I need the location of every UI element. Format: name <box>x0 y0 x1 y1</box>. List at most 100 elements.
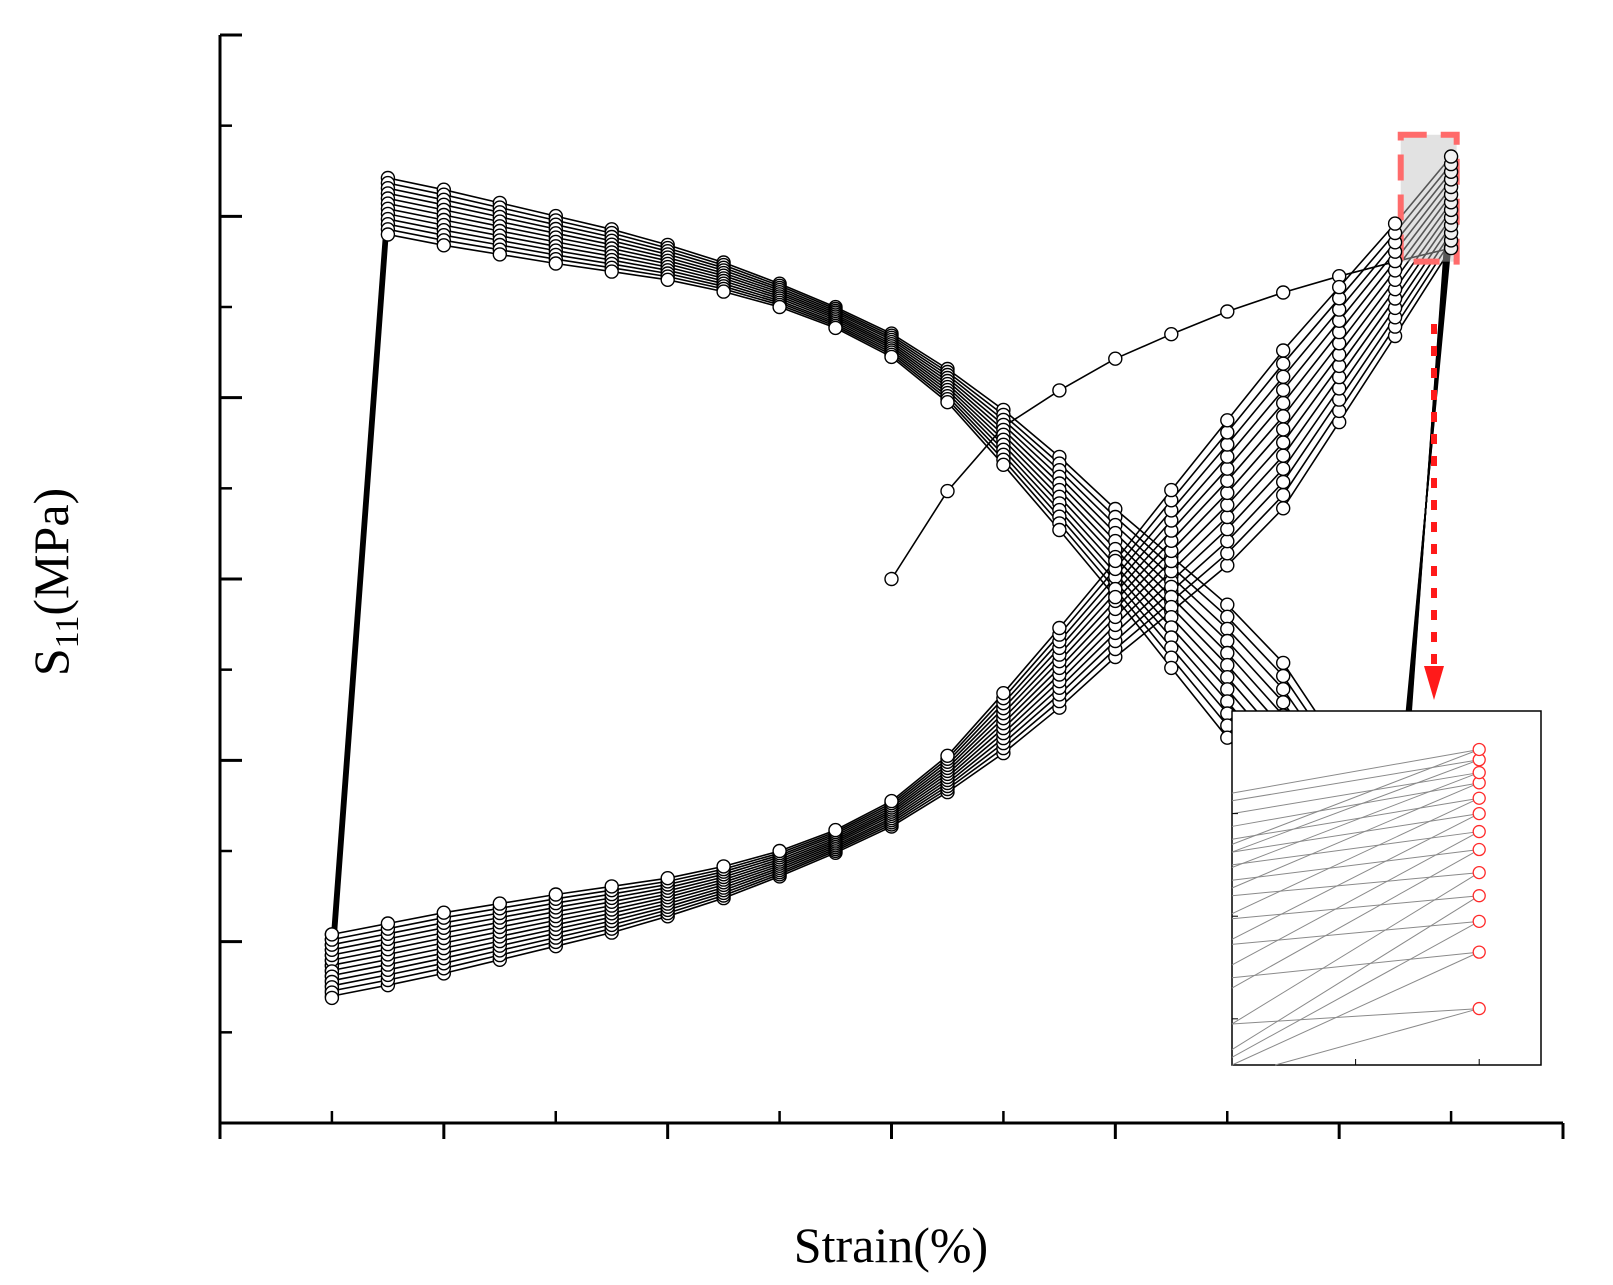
data-point-marker <box>1275 474 1291 490</box>
inset-peak-marker <box>1472 1001 1486 1016</box>
data-point-marker <box>1275 422 1291 437</box>
data-point-marker <box>828 822 843 838</box>
data-point-marker <box>1331 279 1347 295</box>
data-point-marker <box>1220 694 1235 709</box>
inset-y-ticks <box>1232 710 1238 1020</box>
data-point-marker <box>604 879 619 894</box>
data-point-marker <box>1275 395 1291 411</box>
inset-descending-line <box>1231 831 1480 866</box>
data-point-marker <box>772 843 787 859</box>
data-point-marker <box>1220 425 1235 440</box>
inset-peak-marker <box>1472 791 1486 805</box>
inset-peak-marker <box>1472 865 1486 880</box>
data-point-marker <box>492 247 507 262</box>
data-point-marker <box>380 916 396 931</box>
data-point-marker <box>1220 449 1235 464</box>
data-point-marker <box>884 793 899 809</box>
zoom-arrow-head <box>1424 666 1444 700</box>
inset-descending-line <box>1231 813 1480 853</box>
inset-ascending-line <box>1231 772 1480 868</box>
data-point-marker <box>1275 668 1291 684</box>
inset-descending-line <box>1231 782 1480 827</box>
data-point-marker <box>1052 522 1067 538</box>
data-point-marker <box>1387 216 1403 231</box>
data-point-marker <box>1275 382 1291 398</box>
data-point-marker <box>1220 497 1235 513</box>
data-point-marker <box>324 927 340 942</box>
data-point-marker <box>1220 657 1235 673</box>
inset-descending-line <box>1231 872 1480 897</box>
data-point-marker <box>828 320 843 336</box>
y-axis-title-base: S <box>23 648 79 676</box>
y-ticks <box>220 33 242 1125</box>
data-point-marker <box>1164 660 1179 676</box>
data-point-marker <box>1220 546 1235 561</box>
data-point-marker <box>1052 620 1067 636</box>
inset-descending-line <box>1231 849 1480 881</box>
data-point-marker <box>1275 285 1291 300</box>
inset-descending-line <box>1231 951 1480 979</box>
data-point-marker <box>884 571 899 587</box>
data-point-marker <box>660 871 675 886</box>
inset-ascending-line <box>1231 759 1480 853</box>
data-point-marker <box>1108 589 1123 605</box>
inset-descending-line <box>1231 797 1480 840</box>
inset-descending-line <box>1231 748 1480 794</box>
data-point-marker <box>1275 655 1291 671</box>
inset-descending-line <box>1231 1008 1480 1025</box>
inset-ascending-line <box>1231 895 1480 1051</box>
data-point-marker <box>716 284 731 299</box>
inset-markers <box>1472 742 1486 1016</box>
inset-peak-marker <box>1472 742 1486 757</box>
inset-ascending-line <box>1231 951 1480 1066</box>
data-point-marker <box>324 990 340 1006</box>
inset-frame <box>1231 710 1542 1066</box>
y-axis-title-subscript: 11 <box>49 616 86 649</box>
data-point-marker <box>1108 553 1123 569</box>
data-point-marker <box>1275 409 1291 424</box>
data-point-marker <box>1220 609 1235 624</box>
data-point-marker <box>1220 534 1235 549</box>
data-point-marker <box>1220 682 1235 697</box>
inset-lines <box>1231 748 1480 1066</box>
data-point-marker <box>380 227 396 242</box>
data-point-marker <box>1220 521 1235 537</box>
x-ticks <box>218 1111 1565 1139</box>
data-point-marker <box>1275 369 1291 384</box>
data-point-marker <box>1220 670 1235 685</box>
data-point-marker <box>940 483 955 499</box>
data-point-marker <box>1220 304 1235 319</box>
inset-descending-line <box>1231 772 1480 815</box>
data-point-marker <box>1052 383 1067 398</box>
inset-peak-marker <box>1472 765 1486 780</box>
data-point-marker <box>1275 461 1291 476</box>
data-point-marker <box>1275 501 1291 516</box>
inset-ascending-line <box>1231 920 1480 1058</box>
inset-initial-line <box>1275 1008 1480 1066</box>
data-point-marker <box>940 395 955 410</box>
data-point-marker <box>660 272 675 287</box>
data-point-marker <box>436 238 451 253</box>
data-point-marker <box>1220 597 1235 612</box>
inset-ascending-line <box>1231 749 1480 845</box>
main-axes <box>218 33 1565 1139</box>
inset-peak-marker <box>1472 824 1486 839</box>
inset-ascending-line <box>1231 872 1480 1025</box>
data-point-marker <box>1220 437 1235 452</box>
data-point-marker <box>1275 487 1291 503</box>
data-point-marker <box>1164 482 1179 498</box>
inset-plot <box>1231 710 1542 1066</box>
inset-ascending-line <box>1231 797 1480 915</box>
data-point-marker <box>1275 435 1291 450</box>
data-point-marker <box>1220 621 1235 637</box>
data-point-marker <box>436 905 451 920</box>
inset-ascending-line <box>1231 831 1480 966</box>
data-point-marker <box>1108 351 1123 366</box>
inset-ascending-line <box>1231 849 1480 989</box>
data-point-marker <box>1220 645 1235 661</box>
inset-peak-marker <box>1472 806 1486 821</box>
zoom-arrow <box>1424 324 1444 700</box>
inset-peak-marker <box>1472 945 1486 959</box>
data-point-marker <box>772 299 787 315</box>
